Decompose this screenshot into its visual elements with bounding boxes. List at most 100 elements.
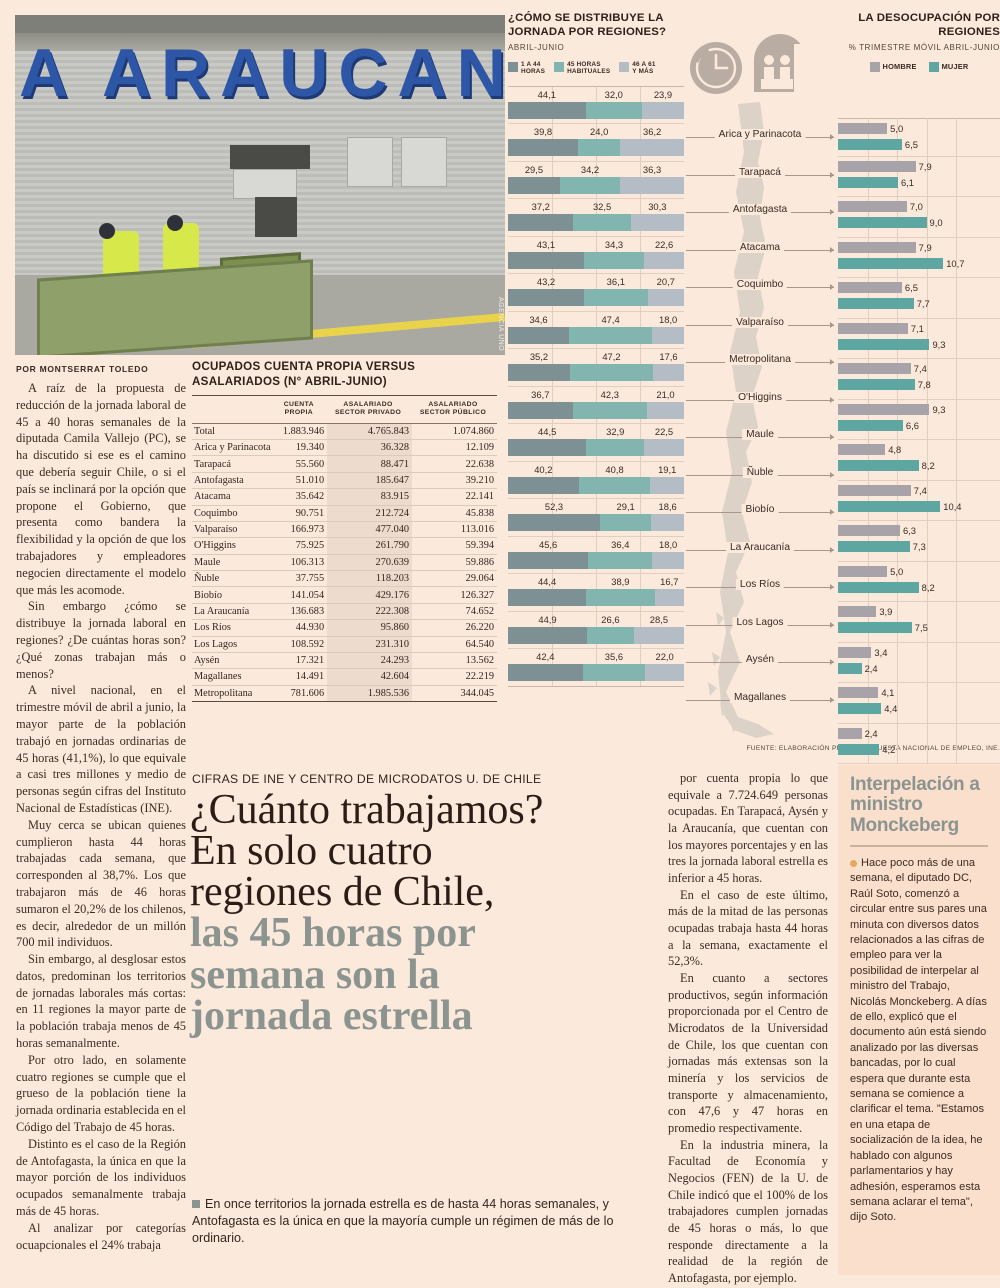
table-cell-region: Ñuble [192, 570, 274, 588]
stacked-bar-segment [508, 439, 587, 457]
table-row: Aysén 17.321 24.293 13.562 [192, 652, 497, 670]
stacked-bar-segment [508, 289, 585, 307]
stacked-bar-segment [600, 514, 652, 532]
desocupacion-bar-hombre [838, 322, 908, 334]
desocupacion-bar-hombre [838, 123, 888, 134]
table-col-sector-privado: ASALARIADO SECTOR PRIVADO [334, 400, 402, 417]
table-cell-value: 106.313 [273, 554, 328, 572]
arrow-right-icon [830, 359, 834, 365]
region-label: Aysén [741, 654, 779, 665]
desocupacion-bar-value: 4,1 [881, 687, 895, 698]
stacked-bar-value-label: 28,5 [649, 613, 669, 625]
region-label-row: Maule [686, 429, 834, 440]
region-label-row: La Araucanía [686, 541, 834, 553]
region-label-row: Arica y Parinacota [686, 129, 834, 140]
table-row: La Araucanía 136.683 222.308 74.652 [192, 603, 497, 621]
desocupacion-bar-row: 4,8 8,2 [838, 443, 1000, 481]
desocupacion-bar-group: 7,8 [838, 378, 1000, 391]
region-label-row: Atacama [686, 241, 834, 253]
desocupacion-bar-value: 3,9 [879, 606, 893, 617]
headline-kicker: CIFRAS DE INE Y CENTRO DE MICRODATOS U. … [192, 772, 542, 786]
desocupacion-bar-hombre [838, 727, 862, 739]
region-label-row: Aysén [686, 654, 834, 665]
table-cell-value: 35.642 [273, 488, 328, 506]
desocupacion-bar-group: 7,4 [838, 362, 1000, 375]
table-cell-value: 39.210 [412, 472, 497, 490]
table-cell-value: 29.064 [412, 570, 497, 588]
desocupacion-bar-mujer [838, 460, 919, 471]
stacked-bar-row: 40,2 40,8 19,1 [508, 460, 684, 499]
stacked-bar-segment [508, 401, 573, 419]
region-label: Antofagasta [728, 204, 792, 215]
stacked-bar-segment [587, 626, 634, 644]
stacked-bar-segment [645, 664, 684, 682]
headline-summary: En once territorios la jornada estrella … [192, 1196, 654, 1247]
region-label: Magallanes [729, 691, 791, 703]
table-cell-value: 118.203 [327, 570, 413, 588]
stacked-bar-segment [647, 401, 684, 419]
stacked-bar-value-label: 38,9 [611, 576, 630, 588]
stacked-bar-row: 45,6 36,4 18,0 [508, 535, 684, 574]
photo-machine [230, 145, 310, 169]
desocupacion-bar-mujer [838, 662, 862, 674]
stacked-bar-value-label: 20,7 [656, 276, 675, 288]
photo-roof [15, 33, 505, 55]
desocupacion-bar-mujer [838, 338, 930, 350]
stacked-bar-segment [508, 101, 586, 119]
stacked-bar [508, 514, 684, 532]
table-cell-value: 231.310 [327, 636, 413, 653]
table-row: O'Higgins 75.925 261.790 59.394 [192, 537, 497, 555]
desocupacion-bar-group: 6,6 [838, 419, 1000, 432]
region-label-row: Valparaíso [686, 316, 834, 328]
clock-icon [682, 34, 746, 103]
arrow-right-icon [830, 659, 834, 665]
stacked-bar [508, 101, 684, 119]
stacked-bar-value-label: 36,7 [531, 388, 550, 400]
table-cell-value: 477.040 [327, 521, 413, 539]
desocupacion-bar-mujer [838, 217, 927, 228]
desocupacion-bar-value: 8,2 [921, 581, 935, 593]
table-cell-region: O'Higgins [192, 537, 274, 555]
headline: ¿Cuánto trabajamos? En solo cuatro regio… [190, 789, 660, 1037]
stacked-bar-segment [620, 176, 684, 194]
region-label-row: Coquimbo [686, 279, 834, 290]
desocupacion-bar-group: 4,8 [838, 443, 1000, 456]
stacked-bar-segment [508, 514, 601, 532]
stacked-bar-row: 35,2 47,2 17,6 [508, 348, 684, 386]
desocupacion-bar-group: 6,1 [838, 176, 1000, 189]
photo-cabinet-left [347, 137, 393, 187]
arrow-right-icon [830, 434, 834, 440]
legend-item: 45 HORAS HABITUALES [554, 61, 610, 76]
gridline [867, 118, 869, 764]
table-cell-value: 59.394 [412, 537, 497, 555]
desocupacion-bar-group: 4,4 [838, 702, 1000, 715]
desocupacion-bar-value: 4,4 [884, 703, 898, 714]
article-left-column: A raíz de la propuesta de reducción de l… [16, 380, 186, 1280]
region-label-row: Biobío [686, 504, 834, 515]
table-cell-region: Total [192, 423, 274, 441]
desocupacion-bar-value: 7,3 [912, 541, 926, 552]
arrow-right-icon [830, 396, 834, 403]
table-cell-region: Los Ríos [192, 619, 274, 637]
table-cell-value: 166.973 [273, 521, 328, 539]
desocupacion-bar-row: 7,0 9,0 [838, 200, 1000, 238]
stacked-bar-value-label: 36,4 [611, 538, 630, 550]
stacked-bar-value-label: 29,1 [616, 501, 635, 513]
stacked-bar-labels: 35,2 47,2 17,6 [508, 349, 684, 364]
desocupacion-bar-mujer [838, 622, 912, 633]
table-cell-value: 113.016 [412, 521, 497, 539]
stacked-bar-labels: 36,7 42,3 21,0 [508, 387, 684, 402]
desocupacion-bar-value: 6,3 [902, 525, 916, 536]
stacked-bar-segment [559, 176, 621, 194]
sidebar-title: Interpelación a ministro Monckeberg [850, 774, 980, 836]
desocupacion-bar-value: 9,3 [932, 403, 946, 415]
table: CUENTA PROPIA ASALARIADO SECTOR PRIVADO … [192, 395, 497, 703]
stacked-bar-row: 36,7 42,3 21,0 [508, 385, 684, 424]
stacked-bar-segment [620, 139, 684, 157]
stacked-bar-value-label: 16,7 [660, 576, 679, 588]
employment-table: OCUPADOS CUENTA PROPIA VERSUS ASALARIADO… [192, 360, 497, 703]
headline-summary-text: En once territorios la jornada estrella … [192, 1197, 614, 1245]
stacked-bar-value-label: 40,8 [605, 463, 624, 475]
table-row: Total 1.883.946 4.765.843 1.074.860 [192, 423, 497, 441]
region-label: O'Higgins [734, 391, 786, 403]
